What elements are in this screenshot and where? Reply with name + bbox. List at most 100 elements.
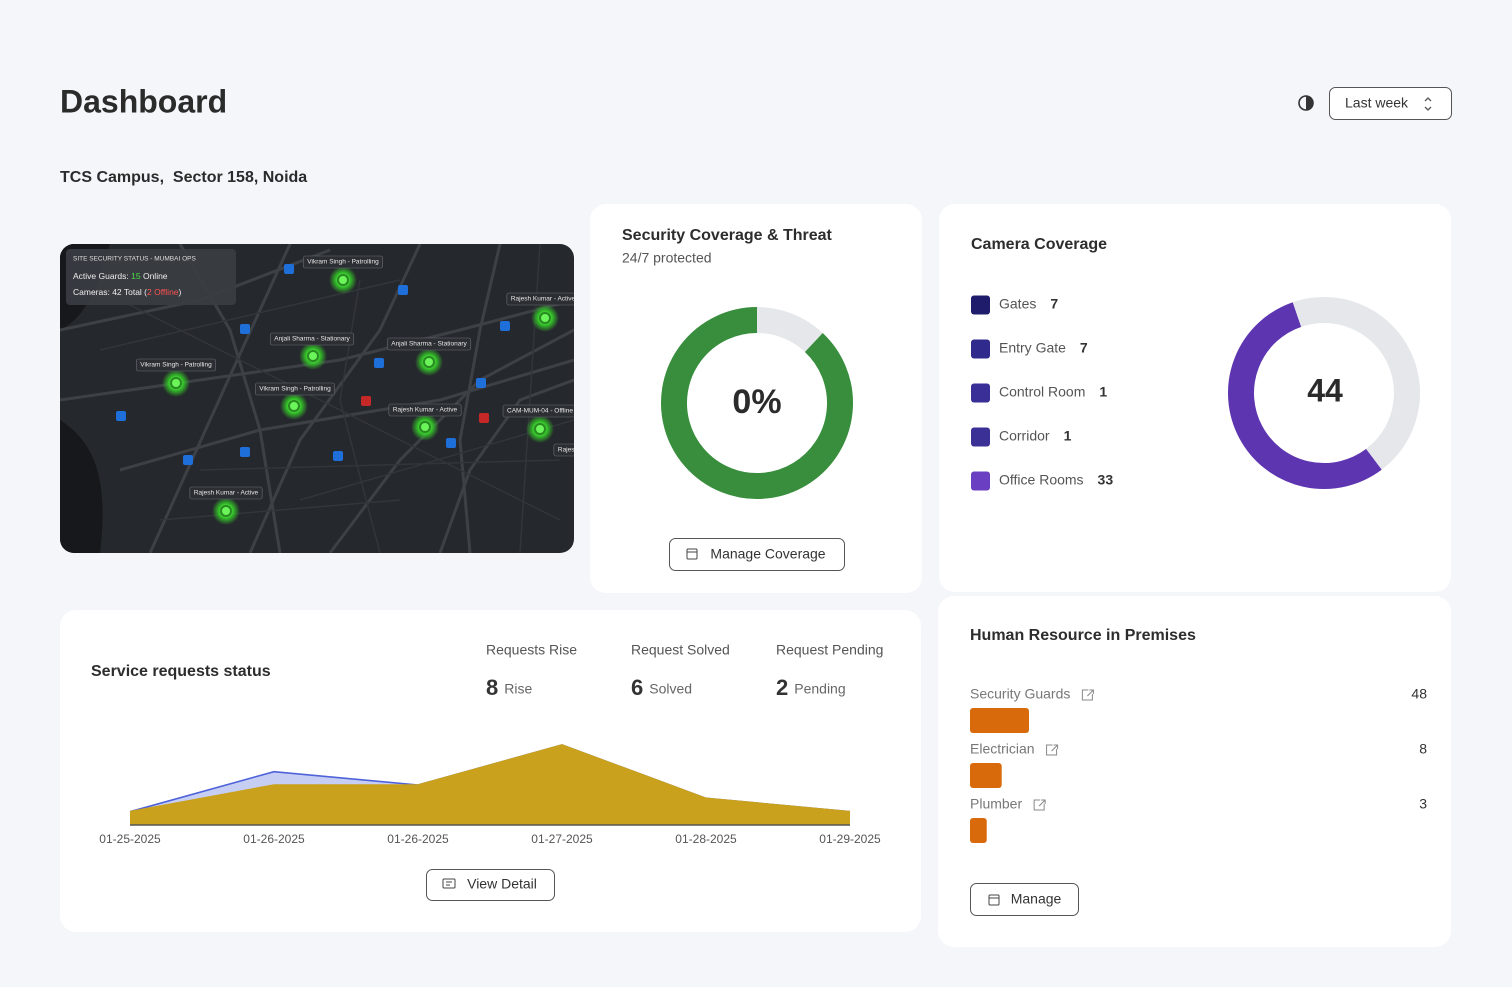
theme-toggle[interactable]: [1298, 95, 1314, 111]
marker-label-bg: [553, 443, 574, 457]
camera-icon: [479, 413, 489, 423]
cameras-offline: 2 Offline: [147, 287, 179, 297]
status-cameras: Cameras: 42 Total (2 Offline): [73, 287, 182, 297]
stat-unit: Solved: [649, 681, 692, 697]
card: [938, 596, 1451, 947]
card-title: Security Coverage & Threat: [622, 227, 833, 244]
hr-label: Plumber: [970, 796, 1022, 812]
period-label: Last week: [1345, 95, 1409, 111]
link-icon: [1046, 744, 1059, 756]
x-tick-label: 01-29-2025: [819, 832, 881, 846]
legend-value: 33: [1098, 472, 1114, 488]
period-select[interactable]: Last week: [1329, 87, 1452, 120]
guard-dot: [419, 421, 431, 433]
card-title: Human Resource in Premises: [970, 627, 1196, 644]
center-label: 0%: [732, 383, 781, 421]
stat-label: Request Solved: [631, 642, 730, 658]
guard-dot: [423, 356, 435, 368]
camera-icon: [361, 396, 371, 406]
hr-label: Electrician: [970, 741, 1035, 757]
stat-label: Request Pending: [776, 642, 883, 658]
camera-icon: [398, 285, 408, 295]
x-tick-label: 01-26-2025: [243, 832, 305, 846]
card-title: Service requests status: [91, 663, 271, 680]
camera-icon: [500, 321, 510, 331]
area-line: [129, 744, 851, 813]
camera-icon: [446, 438, 456, 448]
donut-segment: [1228, 302, 1382, 489]
x-tick-label: 01-25-2025: [99, 832, 161, 846]
guards-unit: Online: [143, 271, 168, 281]
status-guards: Active Guards: 15 Online: [73, 271, 168, 281]
camera-icon: [284, 264, 294, 274]
stat-value: 8: [486, 675, 498, 700]
hr-value: 3: [1419, 796, 1427, 812]
button[interactable]: Manage Coverage: [669, 538, 845, 571]
camera-icon: [240, 447, 250, 457]
hr-value: 8: [1419, 741, 1427, 757]
donut-segment: [1292, 297, 1420, 470]
camera-icon: [476, 378, 486, 388]
legend-swatch: [971, 471, 990, 491]
guard-dot: [539, 312, 551, 324]
marker-label: Vikram Singh - Patrolling: [307, 259, 379, 266]
marker-label: Rajesh: [558, 447, 579, 454]
legend-swatch: [971, 295, 990, 315]
legend-label: Office Rooms: [999, 472, 1084, 488]
marker-label: Vikram Singh - Patrolling: [140, 362, 212, 369]
stat-unit: Rise: [504, 681, 532, 697]
bar: [970, 708, 1029, 733]
map[interactable]: Vikram Singh - Patrolling Rajesh Kumar - …: [60, 244, 582, 553]
button-label: Manage: [1011, 891, 1062, 907]
button[interactable]: Manage: [970, 883, 1079, 916]
link-icon: [1033, 799, 1046, 811]
guard-dot: [288, 400, 300, 412]
marker-label: Vikram Singh - Patrolling: [259, 386, 331, 393]
marker-label: Rajesh Kumar - Active: [194, 490, 259, 497]
button[interactable]: View Detail: [426, 869, 555, 901]
guard-dot: [337, 274, 349, 286]
guards-count: 15: [131, 271, 141, 281]
bar: [970, 763, 1002, 788]
camera-icon: [374, 358, 384, 368]
x-tick-label: 01-28-2025: [675, 832, 737, 846]
legend-value: 1: [1099, 384, 1107, 400]
legend-swatch: [971, 339, 990, 359]
legend-swatch: [971, 427, 990, 447]
button-label: Manage Coverage: [710, 546, 825, 562]
guard-dot: [170, 377, 182, 389]
guards-label: Active Guards:: [73, 271, 129, 281]
bar: [970, 818, 987, 843]
stat-unit: Pending: [794, 681, 845, 697]
camera-icon: [183, 455, 193, 465]
card-title: Camera Coverage: [971, 236, 1107, 253]
stat-label: Requests Rise: [486, 642, 577, 658]
legend-label: Entry Gate: [999, 340, 1066, 356]
camera-icon: [116, 411, 126, 421]
center-total: 44: [1307, 372, 1343, 408]
legend-value: 7: [1080, 340, 1088, 356]
location: TCS Campus, Sector 158, Noida: [60, 169, 307, 186]
stat-value: 6: [631, 675, 643, 700]
marker-label: Rajesh Kumar - Active: [511, 296, 576, 303]
guard-dot: [307, 350, 319, 362]
donut-segment: [756, 307, 823, 353]
marker-label-bg: [135, 358, 217, 372]
marker-label-bg: [302, 255, 384, 269]
legend-label: Gates: [999, 296, 1036, 312]
marker-label: CAM-MUM-04 - Offline: [507, 408, 573, 415]
marker-label-bg: [254, 382, 336, 396]
camera-icon: [240, 324, 250, 334]
cameras-text: Cameras: 42 Total (: [73, 287, 147, 297]
legend-label: Control Room: [999, 384, 1085, 400]
marker-label-bg: [506, 292, 574, 306]
marker-label: Rajesh Kumar - Active: [393, 407, 458, 414]
legend-value: 1: [1064, 428, 1072, 444]
hr-value: 48: [1411, 686, 1427, 702]
guard-dot: [534, 423, 546, 435]
marker-label-bg: [386, 337, 472, 351]
marker-label-bg: [388, 403, 462, 417]
button-label: View Detail: [467, 876, 537, 892]
marker-label-bg: [189, 486, 263, 500]
